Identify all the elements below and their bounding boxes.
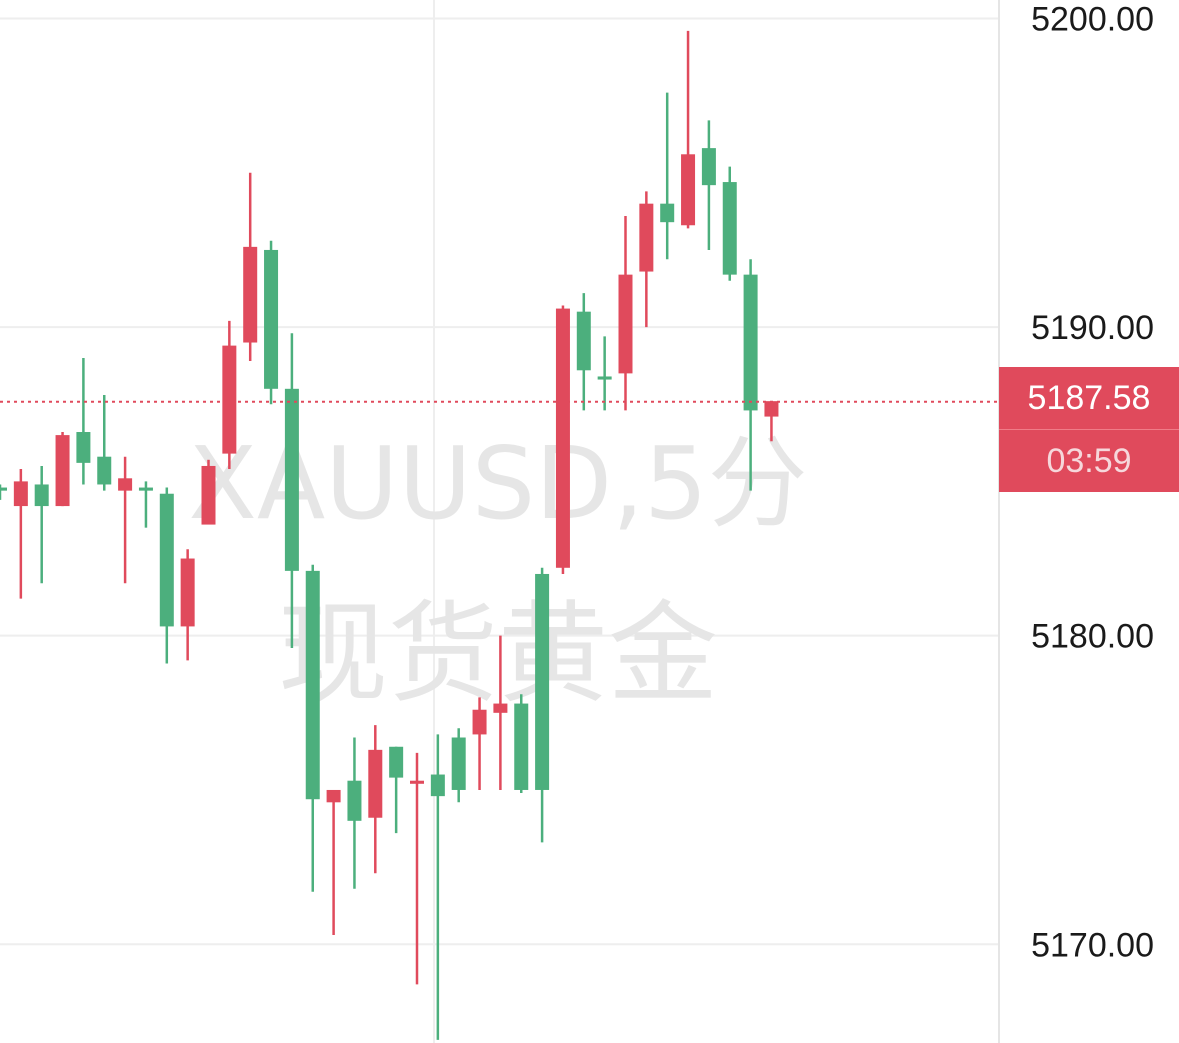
candle-body xyxy=(660,203,675,223)
candle xyxy=(430,734,445,1040)
candle xyxy=(243,172,258,362)
candle xyxy=(138,481,153,528)
candle-body xyxy=(764,401,779,417)
candle-body xyxy=(701,148,716,186)
y-tick-label: 5170.00 xyxy=(1031,926,1154,964)
candle-body xyxy=(451,737,466,790)
candle-body xyxy=(472,709,487,735)
candle xyxy=(201,459,216,525)
candle xyxy=(576,293,591,411)
candle xyxy=(597,336,612,411)
candle xyxy=(264,240,279,405)
candle xyxy=(389,746,404,834)
candle-body xyxy=(555,308,570,568)
candle-body xyxy=(347,780,362,821)
current-price-badge: 5187.58 xyxy=(999,367,1179,429)
candle xyxy=(410,752,424,985)
candle-body xyxy=(305,570,320,800)
candle xyxy=(660,92,675,260)
candle-body xyxy=(284,388,299,571)
candle-body xyxy=(743,274,758,411)
candle-body xyxy=(118,478,133,491)
candle-body xyxy=(222,345,237,454)
candle xyxy=(13,469,28,599)
candle-body xyxy=(243,246,258,343)
candle xyxy=(472,697,487,790)
candle-body xyxy=(97,456,112,485)
price-axis: 5200.00 5190.00 5180.00 5170.00 xyxy=(1031,1,1154,965)
candle-body xyxy=(159,493,174,627)
candle-body xyxy=(180,558,195,627)
candle xyxy=(493,635,508,790)
countdown-badge: 03:59 xyxy=(999,430,1179,492)
candle-body xyxy=(76,432,91,463)
candle-body xyxy=(368,749,383,818)
candle-body xyxy=(326,789,341,803)
candle-body xyxy=(201,465,216,525)
candle xyxy=(55,432,70,507)
y-tick-label: 5190.00 xyxy=(1031,309,1154,347)
candle-body xyxy=(410,780,424,784)
candle xyxy=(514,694,529,794)
candle xyxy=(555,305,570,574)
candle xyxy=(743,259,758,491)
candle-body xyxy=(138,487,153,491)
candle-body xyxy=(576,311,591,371)
current-price-value: 5187.58 xyxy=(1027,379,1151,417)
candle-body xyxy=(55,435,70,507)
candle-body xyxy=(681,154,696,226)
candle-body xyxy=(493,703,508,713)
candle xyxy=(97,394,112,491)
candle xyxy=(368,725,383,874)
candle-body xyxy=(535,573,550,790)
candle xyxy=(347,737,362,889)
y-tick-label: 5180.00 xyxy=(1031,618,1154,656)
candle-body xyxy=(264,249,279,389)
candle xyxy=(722,166,737,281)
candle xyxy=(180,549,195,661)
candle xyxy=(639,191,654,328)
candle xyxy=(701,120,716,250)
candle xyxy=(118,456,133,584)
candle xyxy=(326,789,341,935)
candle-body xyxy=(618,274,633,374)
candle xyxy=(305,564,320,892)
candle-body xyxy=(430,774,445,797)
candle xyxy=(0,484,7,500)
candle xyxy=(535,567,550,843)
candle xyxy=(222,320,237,470)
candle-body xyxy=(389,746,404,778)
candle xyxy=(159,487,174,664)
candle-body xyxy=(0,487,7,491)
y-tick-label: 5200.00 xyxy=(1031,1,1154,39)
candle xyxy=(451,728,466,803)
candle xyxy=(764,401,779,442)
candle xyxy=(681,30,696,229)
watermark-name: 现货黄金 xyxy=(278,590,718,718)
badge-separator xyxy=(999,429,1179,430)
candle xyxy=(76,357,91,485)
candle-body xyxy=(34,484,49,507)
candle-body xyxy=(13,481,28,507)
candles-layer xyxy=(0,30,779,1040)
countdown-value: 03:59 xyxy=(1046,442,1132,480)
candle-body xyxy=(514,703,529,790)
watermark: XAUUSD,5分 现货黄金 xyxy=(188,425,807,718)
candle xyxy=(618,216,633,411)
watermark-symbol: XAUUSD,5分 xyxy=(188,425,807,542)
candle-body xyxy=(722,182,737,275)
candle-body xyxy=(597,376,612,380)
candle-body xyxy=(639,203,654,272)
candle xyxy=(284,333,299,649)
candle xyxy=(34,465,49,584)
